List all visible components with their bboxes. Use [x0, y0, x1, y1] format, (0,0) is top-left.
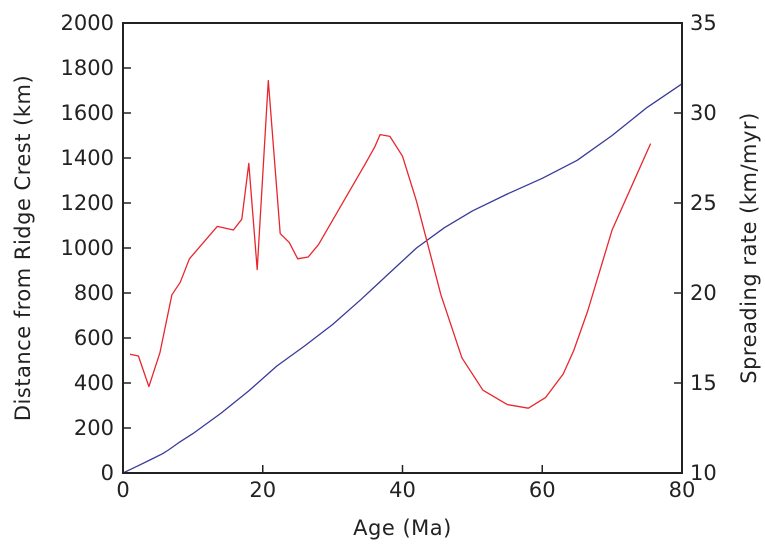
distance-line — [122, 83, 683, 474]
y-tick-label-left: 200 — [74, 416, 114, 440]
spreading-rate-line — [129, 79, 652, 409]
series-layer — [122, 79, 683, 474]
y-tick-label-left: 1800 — [61, 56, 114, 80]
y-axis-title-right: Spreading rate (km/myr) — [737, 112, 761, 384]
x-tick-label: 80 — [669, 478, 696, 502]
y-tick-label-left: 400 — [74, 371, 114, 395]
y-tick-label-right: 35 — [690, 11, 717, 35]
y-tick-label-left: 0 — [101, 461, 114, 485]
tick-layer: 0 20 40 60 800200400600800100012001400160018… — [61, 11, 717, 502]
x-tick-label: 0 — [116, 478, 129, 502]
x-tick-label: 20 — [249, 478, 276, 502]
x-axis-title: Age (Ma) — [353, 516, 452, 540]
y-tick-label-right: 15 — [690, 371, 717, 395]
y-tick-label-left: 600 — [74, 326, 114, 350]
y-tick-label-left: 1600 — [61, 101, 114, 125]
y-tick-label-left: 800 — [74, 281, 114, 305]
y-tick-label-left: 1000 — [61, 236, 114, 260]
x-tick-label: 60 — [529, 478, 556, 502]
y-tick-label-left: 1400 — [61, 146, 114, 170]
y-tick-label-right: 30 — [690, 101, 717, 125]
y-tick-label-left: 2000 — [61, 11, 114, 35]
y-tick-label-right: 20 — [690, 281, 717, 305]
y-tick-label-left: 1200 — [61, 191, 114, 215]
y-tick-label-right: 10 — [690, 461, 717, 485]
y-tick-label-right: 25 — [690, 191, 717, 215]
plot-frame — [122, 22, 683, 474]
x-tick-label: 40 — [389, 478, 416, 502]
y-axis-title-left: Distance from Ridge Crest (km) — [11, 75, 35, 421]
